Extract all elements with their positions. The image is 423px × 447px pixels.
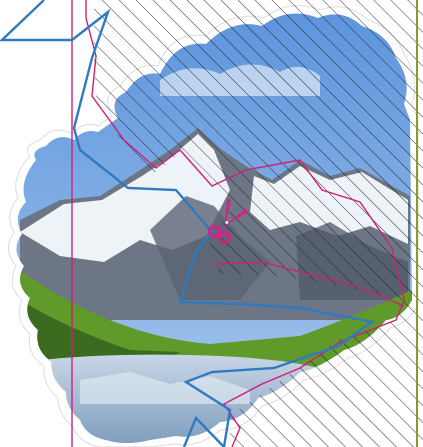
hatched-mask-region: [94, 0, 423, 447]
blue-cut-path: [0, 0, 375, 447]
magenta-guide-outline: [85, 0, 405, 447]
guide-lower-cut: [213, 261, 405, 307]
meadow-shadow: [20, 300, 180, 372]
